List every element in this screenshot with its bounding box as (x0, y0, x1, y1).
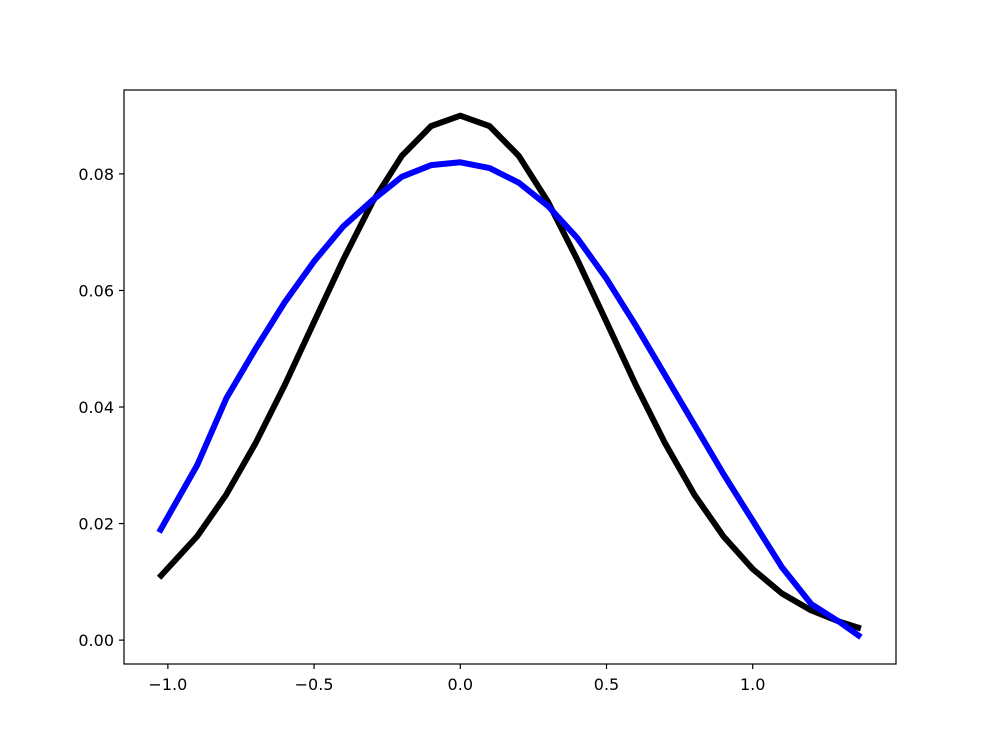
y-tick-label: 0.08 (78, 165, 114, 184)
data-line (156, 112, 862, 632)
plot-frame (123, 89, 897, 665)
y-tick-label: 0.06 (78, 281, 114, 300)
x-tick-label: −1.0 (148, 675, 187, 694)
x-tick-label: 1.0 (740, 675, 765, 694)
y-tick-label: 0.02 (78, 515, 114, 534)
data-line (156, 159, 863, 640)
y-tick-label: 0.00 (78, 631, 114, 650)
x-tick-label: 0.0 (448, 675, 473, 694)
x-tick-label: 0.5 (594, 675, 619, 694)
x-tick-label: −0.5 (295, 675, 334, 694)
y-tick-label: 0.04 (78, 398, 114, 417)
